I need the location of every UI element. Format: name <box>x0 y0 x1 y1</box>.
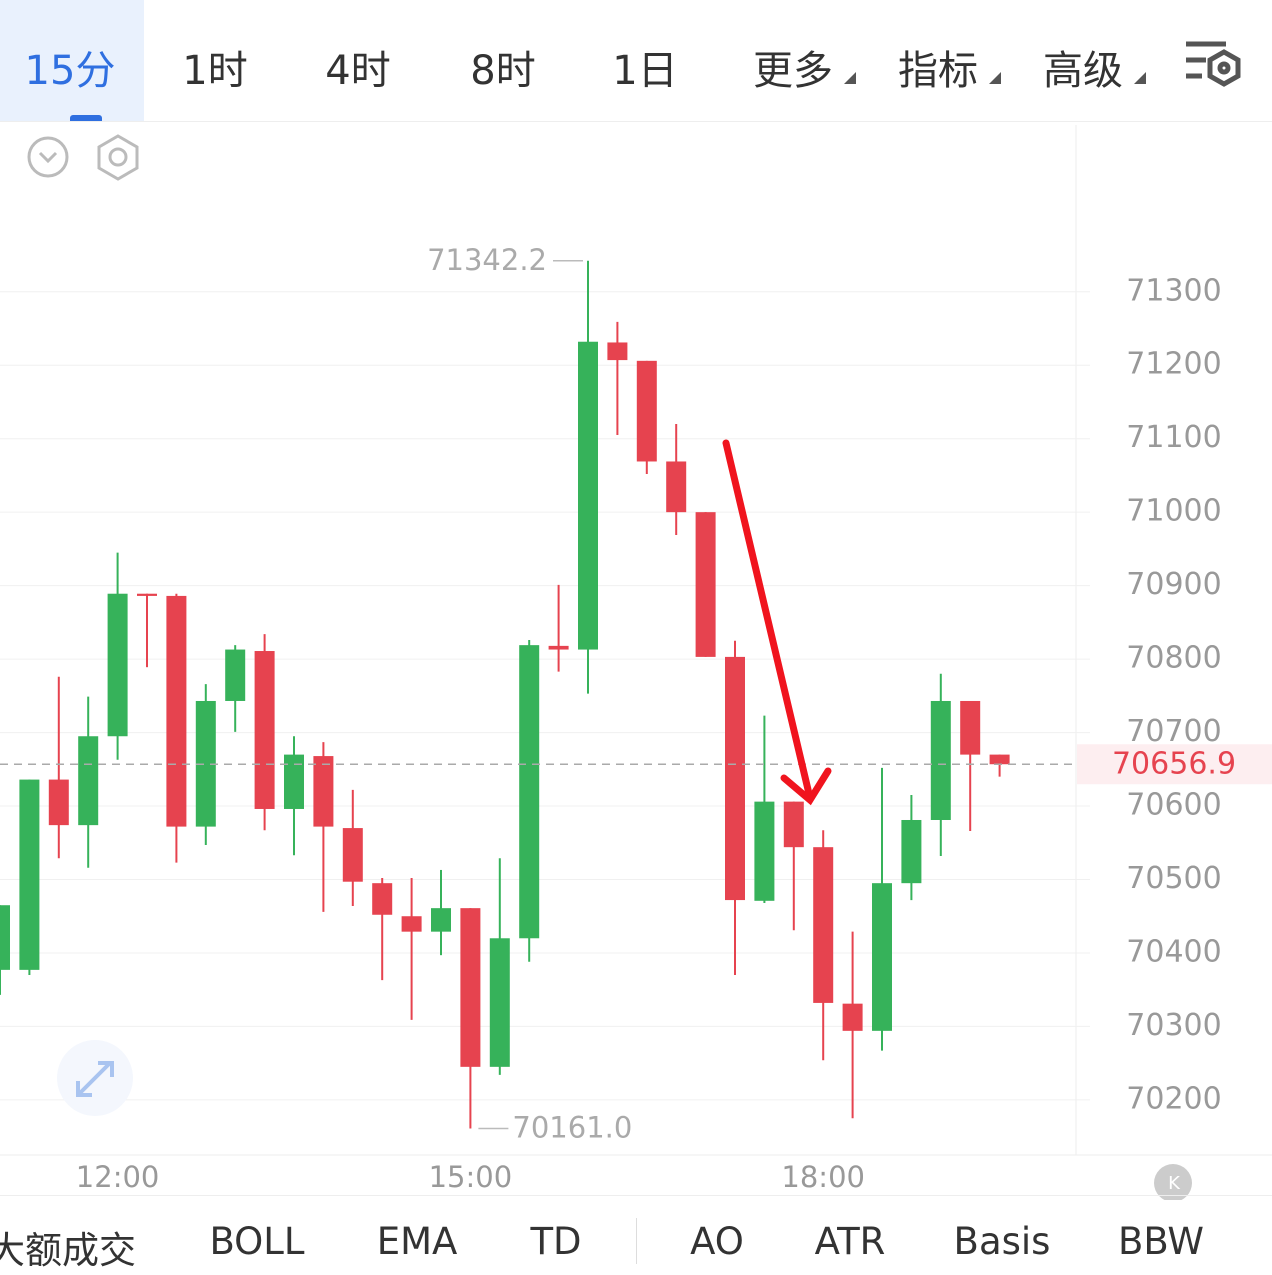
x-tick-label: 15:00 <box>429 1160 513 1194</box>
candle-body <box>901 819 922 884</box>
active-tab-indicator <box>70 115 102 121</box>
candle-body <box>166 595 187 827</box>
tab[interactable]: 15分 <box>24 48 116 94</box>
toolbar: 15分 1时 4时 8时 1日 更多 指标 高级 <box>0 0 1272 122</box>
y-tick-label: 70500 <box>1126 861 1221 896</box>
last-price-badge <box>1077 744 1272 785</box>
indicator-tab[interactable]: TD <box>530 1220 582 1263</box>
candle-body <box>813 847 834 1003</box>
candle-body <box>254 651 275 809</box>
candle-body <box>48 779 69 826</box>
y-tick-label: 71300 <box>1126 273 1221 308</box>
candle-body <box>225 649 246 701</box>
indicator-divider <box>636 1218 637 1264</box>
x-tick-label: 18:00 <box>781 1160 865 1194</box>
candle-body <box>578 341 598 650</box>
y-tick-label: 70900 <box>1126 567 1221 602</box>
candle-body <box>666 461 687 513</box>
indicator-tab[interactable]: AO <box>690 1220 744 1263</box>
indicator-tab[interactable]: Basis <box>953 1220 1051 1263</box>
grid: 70200 70300 70400 70500 70600 70700 70800 70900… <box>0 273 1222 1116</box>
indicator-bar <box>0 1195 1272 1275</box>
candle-body <box>960 700 981 755</box>
x-tick-label: 12:00 <box>76 1160 160 1194</box>
candle-body <box>401 916 422 932</box>
chart: 70200 70300 70400 70500 70600 70700 70800 70900… <box>0 125 1272 1200</box>
candle-body <box>342 828 363 882</box>
candle-body <box>519 645 540 939</box>
candle-body <box>313 756 334 827</box>
y-tick-label: 70600 <box>1126 788 1221 823</box>
active-tab-bg <box>0 0 144 121</box>
last-price-label: 70656.9 <box>1112 747 1236 782</box>
tab[interactable]: 高级 <box>1043 48 1123 94</box>
tab[interactable]: 指标 <box>898 48 978 94</box>
indicator-tab[interactable]: BOLL <box>209 1220 305 1263</box>
candle-body <box>460 908 481 1067</box>
candle-body <box>78 736 99 826</box>
expand-button[interactable] <box>57 1040 133 1116</box>
tab[interactable]: 更多 <box>753 48 833 94</box>
candle-body <box>137 593 157 596</box>
tab[interactable]: 1日 <box>612 48 678 94</box>
candle-body <box>284 754 304 809</box>
high-label: 71342.2 <box>427 243 547 277</box>
candle-body <box>783 801 804 848</box>
y-tick-label: 71200 <box>1126 347 1221 382</box>
candle-body <box>607 342 628 361</box>
y-tick-label: 70200 <box>1126 1081 1221 1116</box>
tab[interactable]: 8时 <box>470 48 536 94</box>
tab[interactable]: 1时 <box>182 48 248 94</box>
svg-text:K: K <box>1168 1173 1181 1194</box>
candle-body <box>431 908 451 932</box>
candle-body <box>195 700 216 827</box>
candle-body <box>19 779 40 970</box>
candle-body <box>842 1003 863 1031</box>
candle-body <box>725 656 745 901</box>
tab[interactable]: 4时 <box>325 48 391 94</box>
y-tick-label: 70400 <box>1126 934 1221 969</box>
candle-body <box>489 938 510 1067</box>
candle-body <box>754 801 775 901</box>
y-tick-label: 71000 <box>1126 494 1221 529</box>
scroll-latest-button[interactable]: K <box>1154 1164 1192 1200</box>
y-tick-label: 70700 <box>1126 714 1221 749</box>
y-tick-label: 70300 <box>1126 1008 1221 1043</box>
indicator-tab[interactable]: ATR <box>814 1220 886 1263</box>
chart-tool-icons[interactable] <box>27 134 139 181</box>
candle-body <box>0 905 10 970</box>
indicator-tab[interactable]: 大额成交 <box>0 1229 136 1272</box>
indicator-tab[interactable]: BBW <box>1117 1220 1205 1263</box>
candle-body <box>930 700 951 820</box>
candle-body <box>107 593 128 737</box>
candle-body <box>872 883 892 1031</box>
candle-body <box>372 883 393 915</box>
candle-body <box>548 645 569 650</box>
candles: 71342.2 70161.0 70656.9 <box>0 243 1272 1145</box>
candle-body <box>636 360 657 462</box>
candle-body <box>695 512 716 657</box>
low-label: 70161.0 <box>512 1111 632 1145</box>
candle-body <box>989 754 1010 765</box>
indicator-tab[interactable]: EMA <box>376 1220 458 1263</box>
y-tick-label: 70800 <box>1126 641 1221 676</box>
y-tick-label: 71100 <box>1126 420 1221 455</box>
arrow-annotation <box>722 439 832 806</box>
